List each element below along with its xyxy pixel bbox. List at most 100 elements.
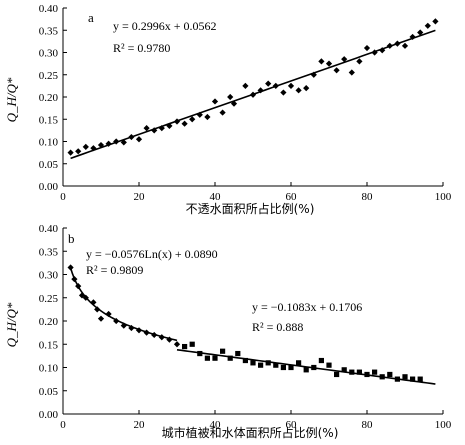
panel-b-y-tick-label: 0.30: [39, 270, 59, 282]
panel-a-data-point: [105, 140, 112, 147]
panel-b-data-point: [303, 367, 309, 373]
panel-b-data-point: [173, 341, 181, 348]
panel-b-letter: b: [68, 231, 75, 246]
panel-a-data-point: [432, 18, 439, 25]
panel-b-data-point: [311, 364, 317, 371]
panel-a-data-point: [287, 82, 295, 89]
panel-b-data-point: [258, 362, 264, 368]
panel-b-fit-line-2: [176, 348, 436, 385]
panel-a-data-point: [303, 85, 310, 92]
panel-a-data-point: [196, 111, 203, 118]
panel-a-data-point: [356, 58, 363, 65]
panel-b-fit-line-1: [69, 267, 178, 342]
panel-b-data-point: [128, 324, 135, 332]
panel-a-data-point: [348, 69, 355, 76]
panel-a-data-point: [113, 138, 120, 145]
panel-a-y-tick-label: 0.40: [39, 3, 59, 15]
panel-a-x-tick-label: 40: [210, 191, 222, 203]
panel-a-data-point: [75, 148, 82, 155]
panel-a-letter: a: [88, 10, 94, 25]
panel-a-data-point: [143, 125, 150, 132]
panel-a-data-point: [371, 49, 378, 56]
panel-b-data-point: [113, 317, 120, 325]
panel-b-data-point: [105, 310, 112, 318]
panel-a-data-point: [424, 22, 431, 29]
panel-b-y-tick-label: 0.35: [39, 246, 59, 258]
panel-b-data-point: [189, 341, 195, 347]
panel-b-data-point: [265, 360, 271, 366]
panel-b-data-point: [356, 369, 362, 375]
panel-b-data-point: [158, 334, 165, 341]
panel-a-y-tick-label: 0.25: [39, 70, 59, 82]
panel-a: a y = 0.2996x + 0.0562 R² = 0.9780 不透水面积…: [4, 3, 452, 216]
panel-a-data-point: [219, 109, 226, 116]
panel-b-data-point: [220, 348, 226, 354]
panel-b-data-point: [364, 371, 370, 378]
panel-a-data-point: [120, 139, 127, 146]
panel-b-data-point: [151, 331, 158, 339]
panel-a-data-point: [82, 143, 89, 150]
panel-b-data-point: [394, 376, 400, 382]
panel-b-data-point: [143, 329, 150, 336]
panel-a-x-tick-label: 60: [286, 191, 298, 203]
panel-a-equation: y = 0.2996x + 0.0562: [113, 19, 217, 33]
panel-b-data-point: [296, 360, 302, 366]
panel-b-data-point: [318, 357, 324, 364]
panel-b-x-tick-label: 60: [286, 419, 298, 431]
panel-b-data-point: [204, 355, 210, 361]
panel-b-y-tick-label: 0.10: [39, 363, 59, 375]
panel-b-data-point: [372, 369, 378, 375]
panel-a-data-point: [181, 120, 188, 127]
panel-b-data-point: [82, 294, 89, 301]
panel-b-x-tick-label: 80: [362, 419, 374, 431]
panel-a-marks: [67, 18, 439, 160]
panel-a-data-point: [310, 71, 317, 78]
panel-b-data-point: [227, 355, 233, 361]
panel-b-log-r-squared: R² = 0.9809: [86, 263, 143, 277]
panel-a-y-tick-label: 0.20: [39, 92, 59, 104]
panel-b-y-tick-label: 0.40: [39, 223, 59, 235]
panel-b-data-point: [410, 376, 416, 382]
panel-b-data-point: [75, 283, 82, 290]
panel-a-x-tick-label: 80: [362, 191, 374, 203]
panel-a-data-point: [135, 136, 143, 143]
panel-b-y-tick-label: 0.25: [39, 293, 59, 305]
panel-a-data-point: [90, 145, 97, 152]
panel-b-y-axis-label: Q_H/Q*: [4, 302, 19, 347]
panel-a-data-point: [249, 91, 257, 98]
panel-b-y-tick-label: 0.15: [39, 339, 59, 351]
panel-a-data-point: [204, 113, 211, 121]
panel-a-x-axis-label: 不透水面积所占比例(%): [186, 201, 315, 216]
panel-b-log-equation: y = −0.0576Ln(x) + 0.0890: [86, 247, 218, 261]
panel-b-data-point: [97, 315, 105, 322]
panel-b: b y = −0.0576Ln(x) + 0.0890 R² = 0.9809 …: [4, 223, 452, 440]
panel-b-data-point: [67, 264, 74, 271]
panel-b-y-tick-label: 0.05: [39, 386, 59, 398]
panel-a-data-point: [97, 141, 105, 149]
panel-a-data-point: [166, 122, 173, 130]
panel-a-data-point: [128, 133, 135, 141]
panel-a-data-point: [67, 149, 74, 156]
panel-b-x-tick-label: 100: [435, 419, 452, 431]
panel-a-data-point: [158, 125, 165, 132]
panel-a-data-point: [173, 118, 181, 125]
panel-a-data-point: [341, 56, 348, 63]
panel-b-data-point: [280, 364, 286, 371]
panel-b-data-point: [334, 371, 340, 378]
panel-b-linear-equation: y = −0.1083x + 0.1706: [252, 300, 362, 314]
panel-b-data-point: [135, 327, 143, 334]
panel-b-data-point: [341, 367, 347, 373]
panel-a-data-point: [409, 33, 416, 41]
panel-a-y-axis-label: Q_H/Q*: [4, 77, 19, 122]
panel-b-data-point: [197, 350, 203, 357]
panel-a-x-tick-label: 0: [60, 191, 66, 203]
panel-b-x-tick-label: 20: [134, 419, 146, 431]
panel-b-data-point: [78, 292, 86, 299]
panel-a-data-point: [151, 127, 158, 134]
panel-a-data-point: [325, 60, 333, 67]
panel-a-x-tick-label: 20: [134, 191, 146, 203]
panel-a-data-point: [394, 40, 401, 47]
panel-b-data-point: [250, 360, 256, 366]
panel-b-data-point: [402, 374, 408, 380]
panel-a-y-tick-label: 0.15: [39, 114, 59, 126]
